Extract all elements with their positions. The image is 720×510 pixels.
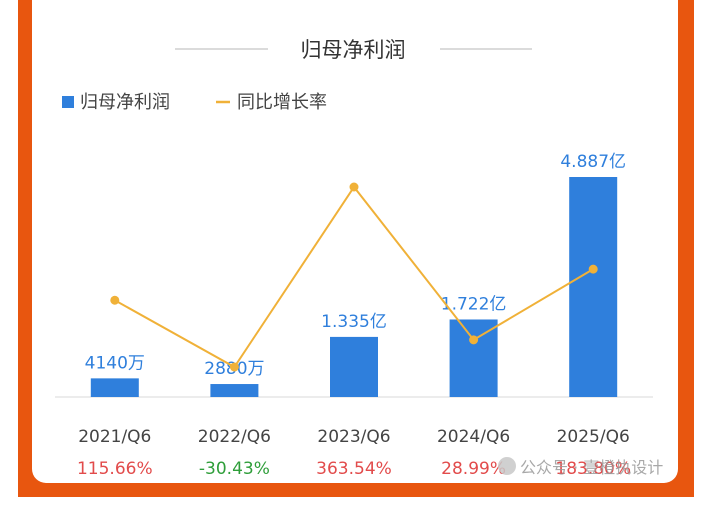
- x-tick-label: 2024/Q6: [437, 427, 510, 447]
- chart-title: 归母净利润: [301, 38, 406, 62]
- x-tick-label: 2025/Q6: [557, 427, 630, 447]
- legend-bar-swatch: [62, 96, 74, 108]
- bar-value-label: 4.887亿: [560, 152, 626, 172]
- x-tick-label: 2022/Q6: [198, 427, 271, 447]
- bar-2021/Q6: [90, 378, 139, 397]
- bar-2022/Q6: [210, 384, 259, 397]
- bar-2024/Q6: [449, 319, 498, 397]
- bar-value-label: 1.335亿: [321, 312, 387, 332]
- growth-rate-label: 115.66%: [77, 459, 153, 479]
- growth-rate-label: 28.99%: [441, 459, 506, 479]
- bar-2025/Q6: [569, 177, 618, 397]
- watermark-text: 公众号 · 壹橙执设计: [520, 458, 663, 477]
- growth-point: [229, 362, 239, 372]
- watermark-logo-icon: [498, 457, 516, 475]
- bars-group: [90, 177, 618, 397]
- x-tick-label: 2021/Q6: [78, 427, 151, 447]
- bar-value-label: 4140万: [85, 353, 145, 373]
- growth-point: [110, 295, 120, 305]
- bar-2023/Q6: [330, 336, 378, 397]
- growth-rate-label: 363.54%: [316, 459, 392, 479]
- growth-point: [588, 264, 598, 274]
- growth-rate-label: -30.43%: [199, 459, 270, 479]
- growth-line-group: [110, 182, 598, 372]
- growth-rate-label: 183.80%: [555, 459, 631, 479]
- bar-value-label: 1.722亿: [441, 294, 507, 314]
- watermark: 公众号 · 壹橙执设计: [498, 457, 663, 477]
- growth-point: [469, 335, 479, 345]
- growth-point: [349, 182, 359, 192]
- x-tick-labels: 2021/Q6 2022/Q6 2023/Q6 2024/Q6 2025/Q6: [78, 427, 630, 447]
- growth-rate-labels: 115.66% -30.43% 363.54% 28.99% 183.80%: [77, 459, 631, 479]
- legend-bar-label: 归母净利润: [80, 92, 170, 113]
- legend-line-label: 同比增长率: [237, 92, 327, 113]
- x-tick-label: 2023/Q6: [317, 427, 390, 447]
